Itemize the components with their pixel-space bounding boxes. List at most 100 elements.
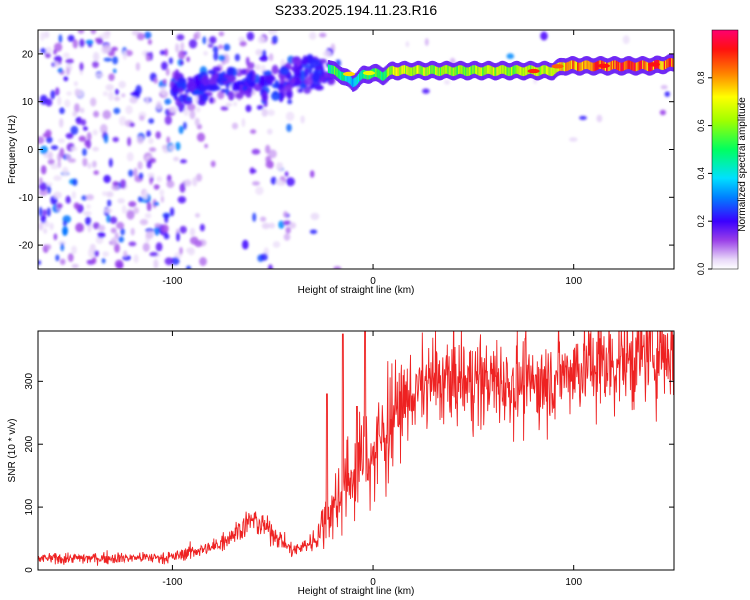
noise-blob <box>57 203 63 209</box>
ridge-core <box>634 62 637 72</box>
noise-blob <box>84 140 89 147</box>
ridge-core <box>543 65 546 74</box>
ridge-core <box>575 61 578 71</box>
y-tick-label: 100 <box>24 498 35 515</box>
noise-blob <box>38 222 44 231</box>
noise-blob <box>220 106 229 111</box>
colorbar-label: Normalized spectral amplitude <box>737 97 748 232</box>
ridge-core <box>636 62 639 72</box>
ridge-core <box>538 67 541 76</box>
ridge-core <box>474 65 477 74</box>
noise-blob <box>148 137 154 145</box>
noise-blob <box>144 213 152 219</box>
noise-blob <box>255 186 264 195</box>
noise-blob <box>106 191 114 198</box>
noise-blob <box>255 64 261 71</box>
noise-blob <box>223 43 231 52</box>
ridge-core <box>421 66 424 76</box>
noise-blob <box>267 109 275 116</box>
ridge-core <box>435 66 437 75</box>
ridge-core <box>482 67 484 76</box>
ridge-core <box>667 58 670 68</box>
noise-blob <box>57 67 63 74</box>
ridge-core <box>486 65 489 74</box>
noise-blob <box>59 258 66 265</box>
noise-blob <box>178 125 184 135</box>
noise-blob <box>79 62 84 71</box>
noise-blob <box>275 179 283 186</box>
spectrogram-plot-area <box>38 30 674 269</box>
noise-blob <box>261 108 268 117</box>
ridge-core <box>451 67 454 77</box>
ridge-core <box>490 66 493 75</box>
noise-blob <box>188 39 198 49</box>
noise-blob <box>268 264 273 269</box>
noise-blob <box>65 153 71 160</box>
noise-blob <box>287 99 293 105</box>
snr-panel: -100 0 100 0 100 200 300 Height of straight li… <box>7 330 675 597</box>
ridge-core <box>473 65 476 74</box>
ridge-core <box>625 61 628 70</box>
noise-blob <box>86 132 92 141</box>
noise-blob <box>139 115 145 121</box>
noise-blob <box>123 250 128 258</box>
noise-blob <box>234 53 241 62</box>
noise-blob <box>112 68 117 74</box>
noise-blob <box>225 102 233 107</box>
ridge-core <box>461 65 464 75</box>
ridge-core <box>477 66 480 75</box>
ridge-core <box>424 67 427 77</box>
noise-blob <box>540 31 548 41</box>
ridge-core <box>572 60 575 69</box>
noise-blob <box>596 114 603 123</box>
noise-blob <box>74 103 80 113</box>
ridge-core <box>574 61 577 70</box>
noise-blob <box>405 41 410 48</box>
noise-blob <box>40 31 45 41</box>
ridge-core <box>503 65 506 75</box>
ridge-core <box>433 65 436 75</box>
noise-blob <box>199 257 207 266</box>
ridge-core <box>332 65 335 75</box>
noise-blob <box>249 167 255 175</box>
noise-blob <box>192 176 198 187</box>
y-tick-label: -10 <box>19 193 34 204</box>
noise-blob <box>664 91 670 97</box>
signal-blob <box>312 71 321 83</box>
noise-blob <box>73 81 78 87</box>
noise-blob <box>53 233 58 241</box>
signal-blob <box>314 84 324 91</box>
ridge-core <box>592 62 595 72</box>
noise-blob <box>245 104 252 113</box>
noise-blob <box>65 133 74 139</box>
ridge-core <box>585 60 588 69</box>
noise-blob <box>90 30 97 35</box>
noise-blob <box>88 247 95 258</box>
noise-blob <box>59 147 65 158</box>
noise-blob <box>251 148 261 155</box>
ridge-core <box>500 65 503 74</box>
colorbar-gradient <box>712 30 738 269</box>
ridge-core <box>465 67 468 76</box>
noise-blob <box>53 191 62 199</box>
signal-blob <box>304 76 313 86</box>
noise-blob <box>165 68 170 76</box>
noise-blob <box>160 195 165 203</box>
noise-blob <box>153 201 160 206</box>
noise-blob <box>142 189 148 200</box>
ridge-core <box>619 62 622 72</box>
noise-blob <box>149 147 157 152</box>
signal-blob <box>297 88 304 93</box>
ridge-core <box>622 62 625 71</box>
noise-blob <box>70 125 79 135</box>
noise-blob <box>66 67 70 76</box>
ridge-core <box>596 61 599 70</box>
noise-blob <box>283 233 291 241</box>
ridge-core <box>581 61 584 71</box>
noise-blob <box>114 88 119 96</box>
ridge-core <box>383 71 386 81</box>
noise-blob <box>103 174 111 184</box>
signal-blob <box>179 60 184 66</box>
noise-blob <box>194 117 200 127</box>
signal-blob <box>279 75 285 86</box>
